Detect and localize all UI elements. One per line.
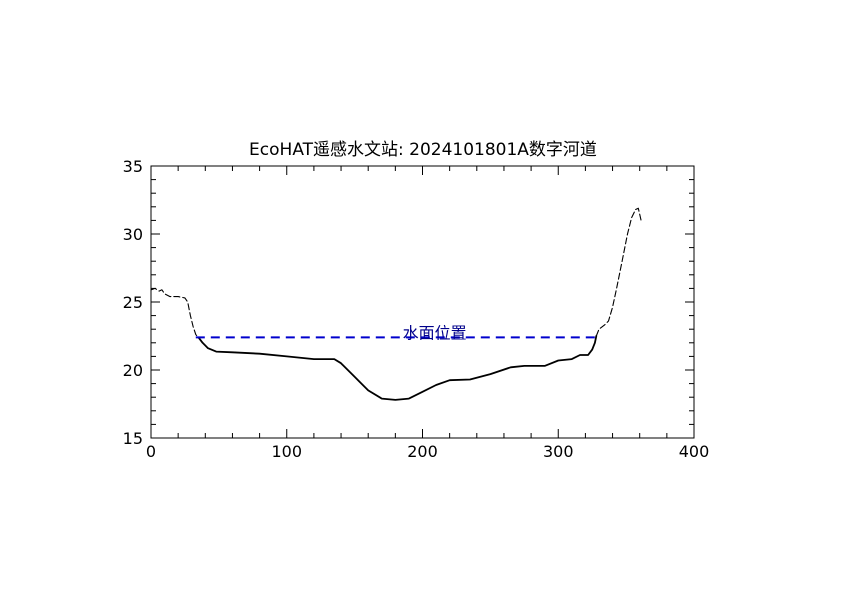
water-level-group: 水面位置 [195,323,597,342]
riverbed-submerged-line [197,335,598,401]
y-tick-label: 35 [123,157,143,176]
x-tick-label: 400 [679,442,710,461]
bank-line-0 [150,287,200,338]
plot-frame [150,165,695,439]
y-tick-label: 20 [123,361,143,380]
bank-line-2 [595,207,642,337]
water-level-label: 水面位置 [403,323,467,342]
x-tick-label: 0 [146,442,156,461]
y-tick-label: 30 [123,225,143,244]
y-tick-label: 15 [123,429,143,448]
y-tick-label: 25 [123,293,143,312]
x-tick-label: 300 [543,442,574,461]
x-tick-label: 100 [271,442,302,461]
series-group [150,207,642,401]
axis-tick-labels: 0 100 200 300 400 15 20 25 30 35 [123,157,710,461]
chart-title: EcoHAT遥感水文站: 2024101801A数字河道 [249,140,597,160]
x-tick-label: 200 [407,442,438,461]
axis-ticks [150,165,695,439]
